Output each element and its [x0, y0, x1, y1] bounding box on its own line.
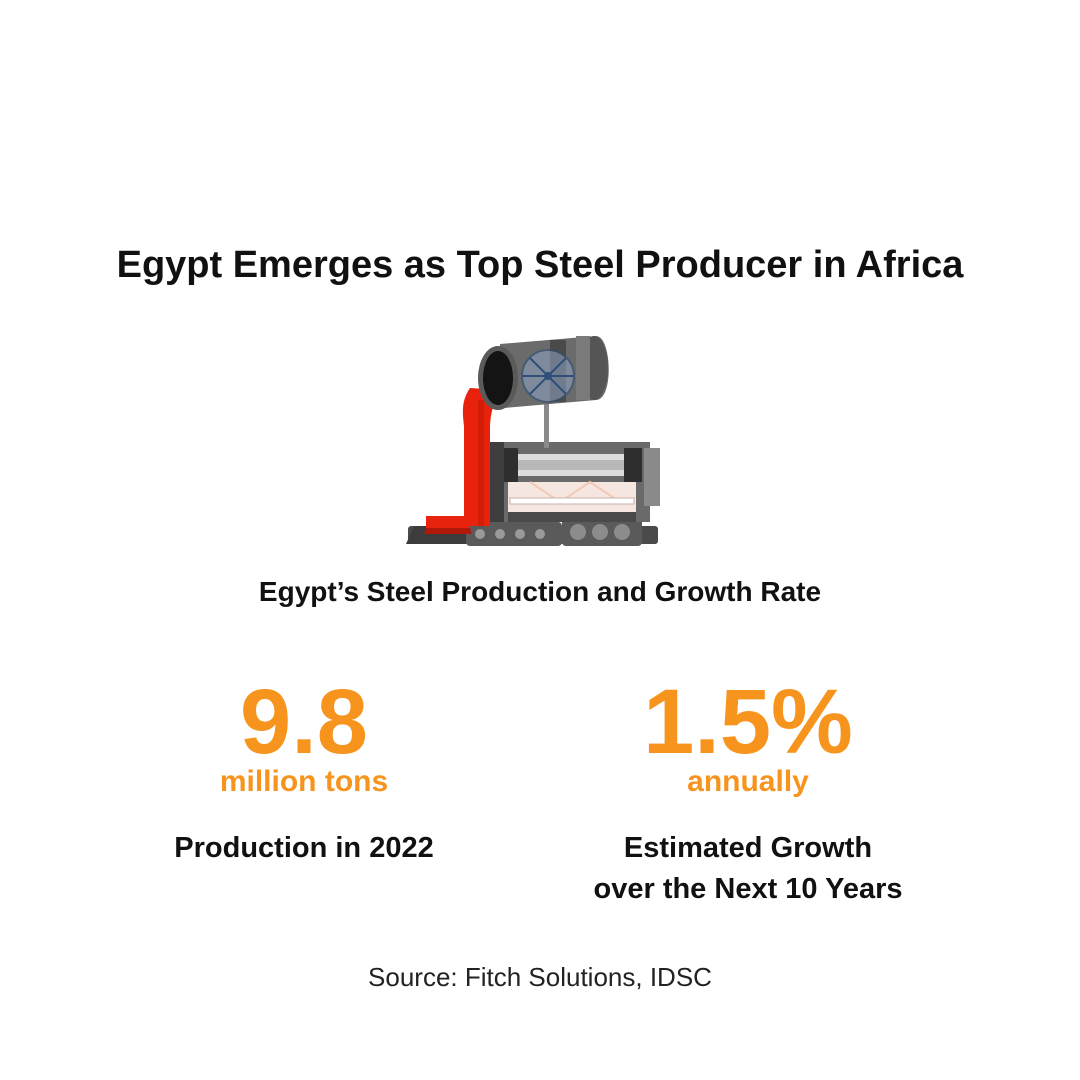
- stat-value: 9.8: [240, 671, 368, 773]
- stat-description-line: over the Next 10 Years: [593, 873, 903, 905]
- stat-description-line: Estimated Growth: [623, 832, 873, 864]
- stat-description-line: Production in 2022: [174, 832, 434, 864]
- section-subtitle: Egypt’s Steel Production and Growth Rate: [258, 576, 822, 607]
- stat-description-growth: Estimated Growth over the Next 10 Years: [548, 828, 948, 910]
- stat-unit: million tons: [219, 765, 389, 798]
- stat-value: 1.5%: [643, 671, 853, 773]
- page-title: Egypt Emerges as Top Steel Producer in A…: [116, 244, 964, 286]
- stat-production: 9.8 million tons: [104, 672, 504, 800]
- stat-description-production: Production in 2022: [104, 828, 504, 869]
- source-note: Source: Fitch Solutions, IDSC: [368, 962, 712, 992]
- stat-unit: annually: [687, 765, 809, 798]
- steel-ladle-casting-machine-icon: [400, 330, 665, 550]
- stat-growth: 1.5% annually: [548, 672, 948, 800]
